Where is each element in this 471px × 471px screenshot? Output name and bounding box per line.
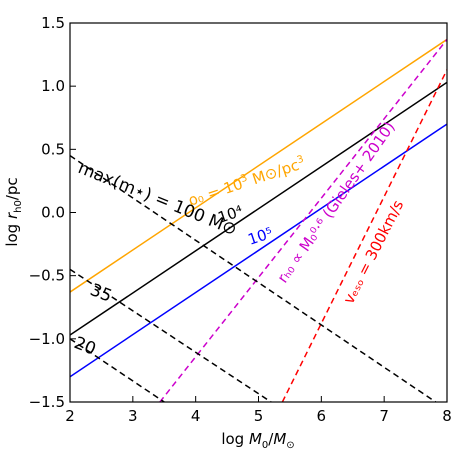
x-tick-label: 4 bbox=[191, 407, 201, 425]
series-line-2 bbox=[70, 123, 447, 378]
x-tick-label: 7 bbox=[379, 407, 389, 425]
series-line-3 bbox=[159, 38, 447, 402]
label-density-1e5: 10⁵ bbox=[246, 224, 276, 249]
y-tick-label: 0.5 bbox=[41, 140, 65, 158]
series-line-5 bbox=[70, 155, 437, 402]
y-tick-label: 0.0 bbox=[41, 204, 65, 222]
x-tick-label: 5 bbox=[254, 407, 264, 425]
x-tick-label: 2 bbox=[65, 407, 75, 425]
y-tick-label: −1.5 bbox=[29, 393, 65, 411]
x-axis-ticks: 2 3 4 5 6 7 8 bbox=[65, 396, 452, 425]
series-line-4 bbox=[281, 69, 447, 402]
x-tick-label: 3 bbox=[128, 407, 138, 425]
series-line-0 bbox=[70, 38, 447, 293]
y-tick-label: 1.5 bbox=[41, 14, 65, 32]
y-axis-label: log rh0/pc bbox=[3, 177, 24, 246]
y-axis-ticks: −1.5 −1.0 −0.5 0.0 0.5 1.0 1.5 bbox=[29, 14, 76, 411]
series-line-7 bbox=[70, 338, 165, 402]
y-tick-label: 1.0 bbox=[41, 77, 65, 95]
y-tick-label: −1.0 bbox=[29, 330, 65, 348]
label-vesc: vₑₛₒ = 300km/s bbox=[340, 197, 408, 307]
label-rho: ρ₀ = 103 M⊙/pc3 bbox=[186, 154, 308, 210]
series-line-6 bbox=[70, 268, 272, 402]
x-tick-label: 8 bbox=[442, 407, 452, 425]
series-line-1 bbox=[70, 81, 447, 336]
x-axis-label: log M0/M⊙ bbox=[221, 430, 294, 451]
y-tick-label: −0.5 bbox=[29, 267, 65, 285]
label-20: 20 bbox=[71, 333, 99, 360]
series-lines bbox=[70, 38, 447, 402]
x-tick-label: 6 bbox=[317, 407, 327, 425]
